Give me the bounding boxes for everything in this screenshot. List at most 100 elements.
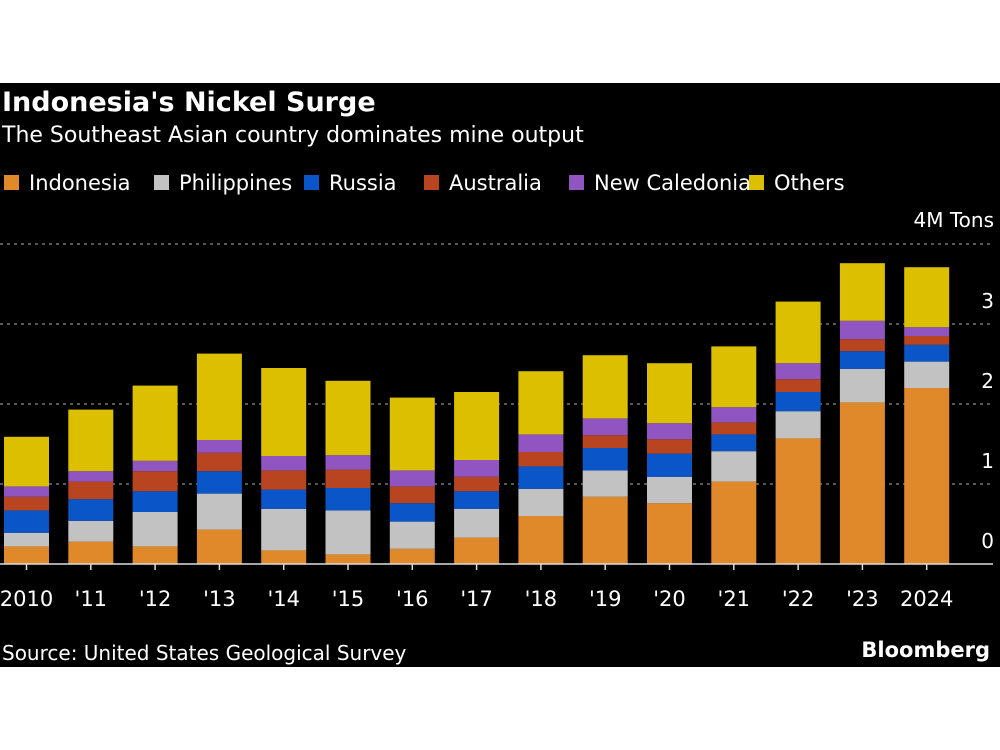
bar-segment-russia (647, 453, 692, 477)
legend-swatch (424, 175, 439, 190)
bar-stack (132, 385, 178, 564)
bar-stack (325, 380, 371, 564)
chart-title: Indonesia's Nickel Surge (2, 87, 376, 118)
bar-segment-australia (904, 336, 950, 345)
bar-segment-others (839, 263, 885, 321)
bar-stack (389, 397, 435, 564)
bar-segment-philippines (389, 521, 435, 549)
bloomberg-logo: Bloomberg (861, 638, 990, 662)
bar-stack (454, 392, 500, 564)
bar-segment-indonesia (904, 388, 950, 564)
bar-segment-others (132, 385, 178, 461)
x-tick-label: '17 (460, 587, 493, 611)
bar-segment-others (68, 409, 114, 472)
bar-segment-australia (839, 339, 885, 352)
legend-swatch (749, 175, 764, 190)
bar-segment-new-caledonia (389, 470, 435, 487)
bar-segment-philippines (518, 488, 564, 516)
bar-segment-philippines (196, 493, 242, 530)
x-tick-label: '19 (589, 587, 622, 611)
legend-swatch (4, 175, 19, 190)
bar-segment-indonesia (839, 402, 885, 564)
x-tick-label: '22 (782, 587, 815, 611)
bar-segment-indonesia (261, 550, 307, 564)
bar-segment-new-caledonia (839, 320, 885, 340)
x-tick-label: '13 (203, 587, 236, 611)
bar-segment-new-caledonia (454, 460, 500, 477)
bar-segment-australia (647, 439, 692, 454)
x-tick-label: '16 (396, 587, 429, 611)
bar-segment-others (647, 363, 692, 424)
bar-segment-philippines (904, 361, 950, 388)
bar-segment-indonesia (68, 541, 114, 564)
bar-stack (68, 409, 114, 564)
legend-item: Russia (304, 171, 397, 195)
bar-segment-australia (261, 470, 307, 490)
x-tick-label: '14 (267, 587, 300, 611)
bar-segment-russia (68, 499, 114, 521)
bar-segment-russia (775, 392, 821, 412)
bar-segment-indonesia (775, 438, 821, 564)
bar-segment-philippines (647, 476, 692, 504)
bar-segment-indonesia (582, 496, 628, 564)
bar-segment-australia (4, 496, 49, 511)
bar-segment-philippines (775, 411, 821, 439)
bar-segment-indonesia (647, 503, 692, 564)
legend-label: Australia (449, 171, 542, 195)
bar-segment-philippines (261, 508, 307, 551)
bar-segment-others (775, 301, 821, 364)
bar-segment-new-caledonia (582, 418, 628, 436)
bar-stack (4, 436, 49, 564)
bar-segment-philippines (68, 520, 114, 542)
bar-segment-russia (196, 471, 242, 494)
bar-segment-russia (132, 491, 178, 512)
legend-label: Indonesia (29, 171, 131, 195)
bar-stack (775, 301, 821, 564)
bar-segment-indonesia (325, 554, 371, 564)
y-tick-label: 1 (981, 449, 994, 473)
bar-segment-new-caledonia (68, 471, 114, 482)
x-tick-label: '20 (653, 587, 686, 611)
bar-segment-australia (68, 481, 114, 500)
bar-segment-others (711, 346, 757, 408)
bar-segment-new-caledonia (904, 327, 950, 336)
legend-swatch (304, 175, 319, 190)
bar-segment-new-caledonia (132, 460, 178, 472)
x-tick-label: '12 (139, 587, 172, 611)
bar-segment-russia (839, 351, 885, 369)
legend-label: Philippines (179, 171, 292, 195)
legend-label: Russia (329, 171, 397, 195)
gridlines (0, 243, 993, 485)
bar-segment-indonesia (518, 516, 564, 564)
x-tick-label: '18 (525, 587, 558, 611)
bar-segment-new-caledonia (775, 363, 821, 380)
bar-stack (518, 371, 564, 564)
bar-segment-others (325, 380, 371, 456)
x-tick-label: 2024 (900, 587, 953, 611)
bar-segment-others (582, 355, 628, 419)
bar-segment-indonesia (196, 529, 242, 564)
y-axis: 0 1 2 3 (981, 289, 994, 553)
bar-stack (196, 353, 242, 564)
bar-segment-philippines (4, 532, 49, 547)
bar-segment-philippines (582, 470, 628, 497)
x-tick-label: '21 (718, 587, 751, 611)
bars (4, 263, 950, 564)
bar-segment-indonesia (132, 546, 178, 564)
y-unit-label: 4M Tons (914, 208, 995, 232)
bar-segment-russia (4, 510, 49, 533)
y-tick-label: 3 (981, 289, 994, 313)
x-tick-label: '11 (75, 587, 108, 611)
bar-segment-others (454, 392, 500, 460)
bar-stack (904, 267, 950, 564)
bar-segment-indonesia (4, 546, 49, 564)
legend-item: Others (749, 171, 845, 195)
bar-segment-russia (518, 466, 564, 489)
bar-segment-russia (389, 503, 435, 522)
bar-segment-others (261, 368, 307, 456)
bar-stack (261, 368, 307, 564)
bar-segment-new-caledonia (518, 434, 564, 452)
bar-segment-others (518, 371, 564, 435)
x-tick-label: '15 (332, 587, 365, 611)
